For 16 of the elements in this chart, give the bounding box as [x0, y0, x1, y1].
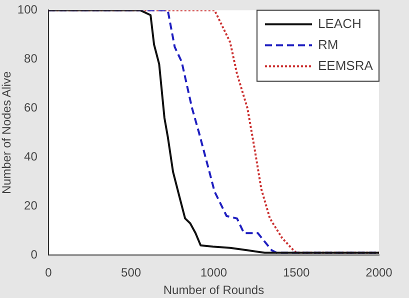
y-axis-title: Number of Nodes Alive [0, 71, 14, 194]
x-axis-title: Number of Rounds [163, 283, 264, 298]
legend-label: LEACH [318, 16, 362, 31]
y-tick-label: 60 [24, 100, 38, 115]
x-tick-label: 500 [121, 266, 142, 280]
y-tick-label: 40 [24, 150, 38, 164]
x-tick-label: 1500 [283, 266, 310, 280]
y-tick-label: 0 [30, 248, 38, 262]
x-tick-label: 1000 [200, 266, 228, 280]
legend-label: EEMSRA [318, 58, 374, 73]
x-tick-label: 0 [45, 266, 52, 280]
x-tick-label: 2000 [366, 266, 393, 280]
y-tick-label: 20 [24, 198, 38, 213]
y-tick-label: 100 [17, 2, 38, 17]
y-tick-label: 80 [24, 52, 38, 66]
legend-label: RM [318, 36, 338, 52]
